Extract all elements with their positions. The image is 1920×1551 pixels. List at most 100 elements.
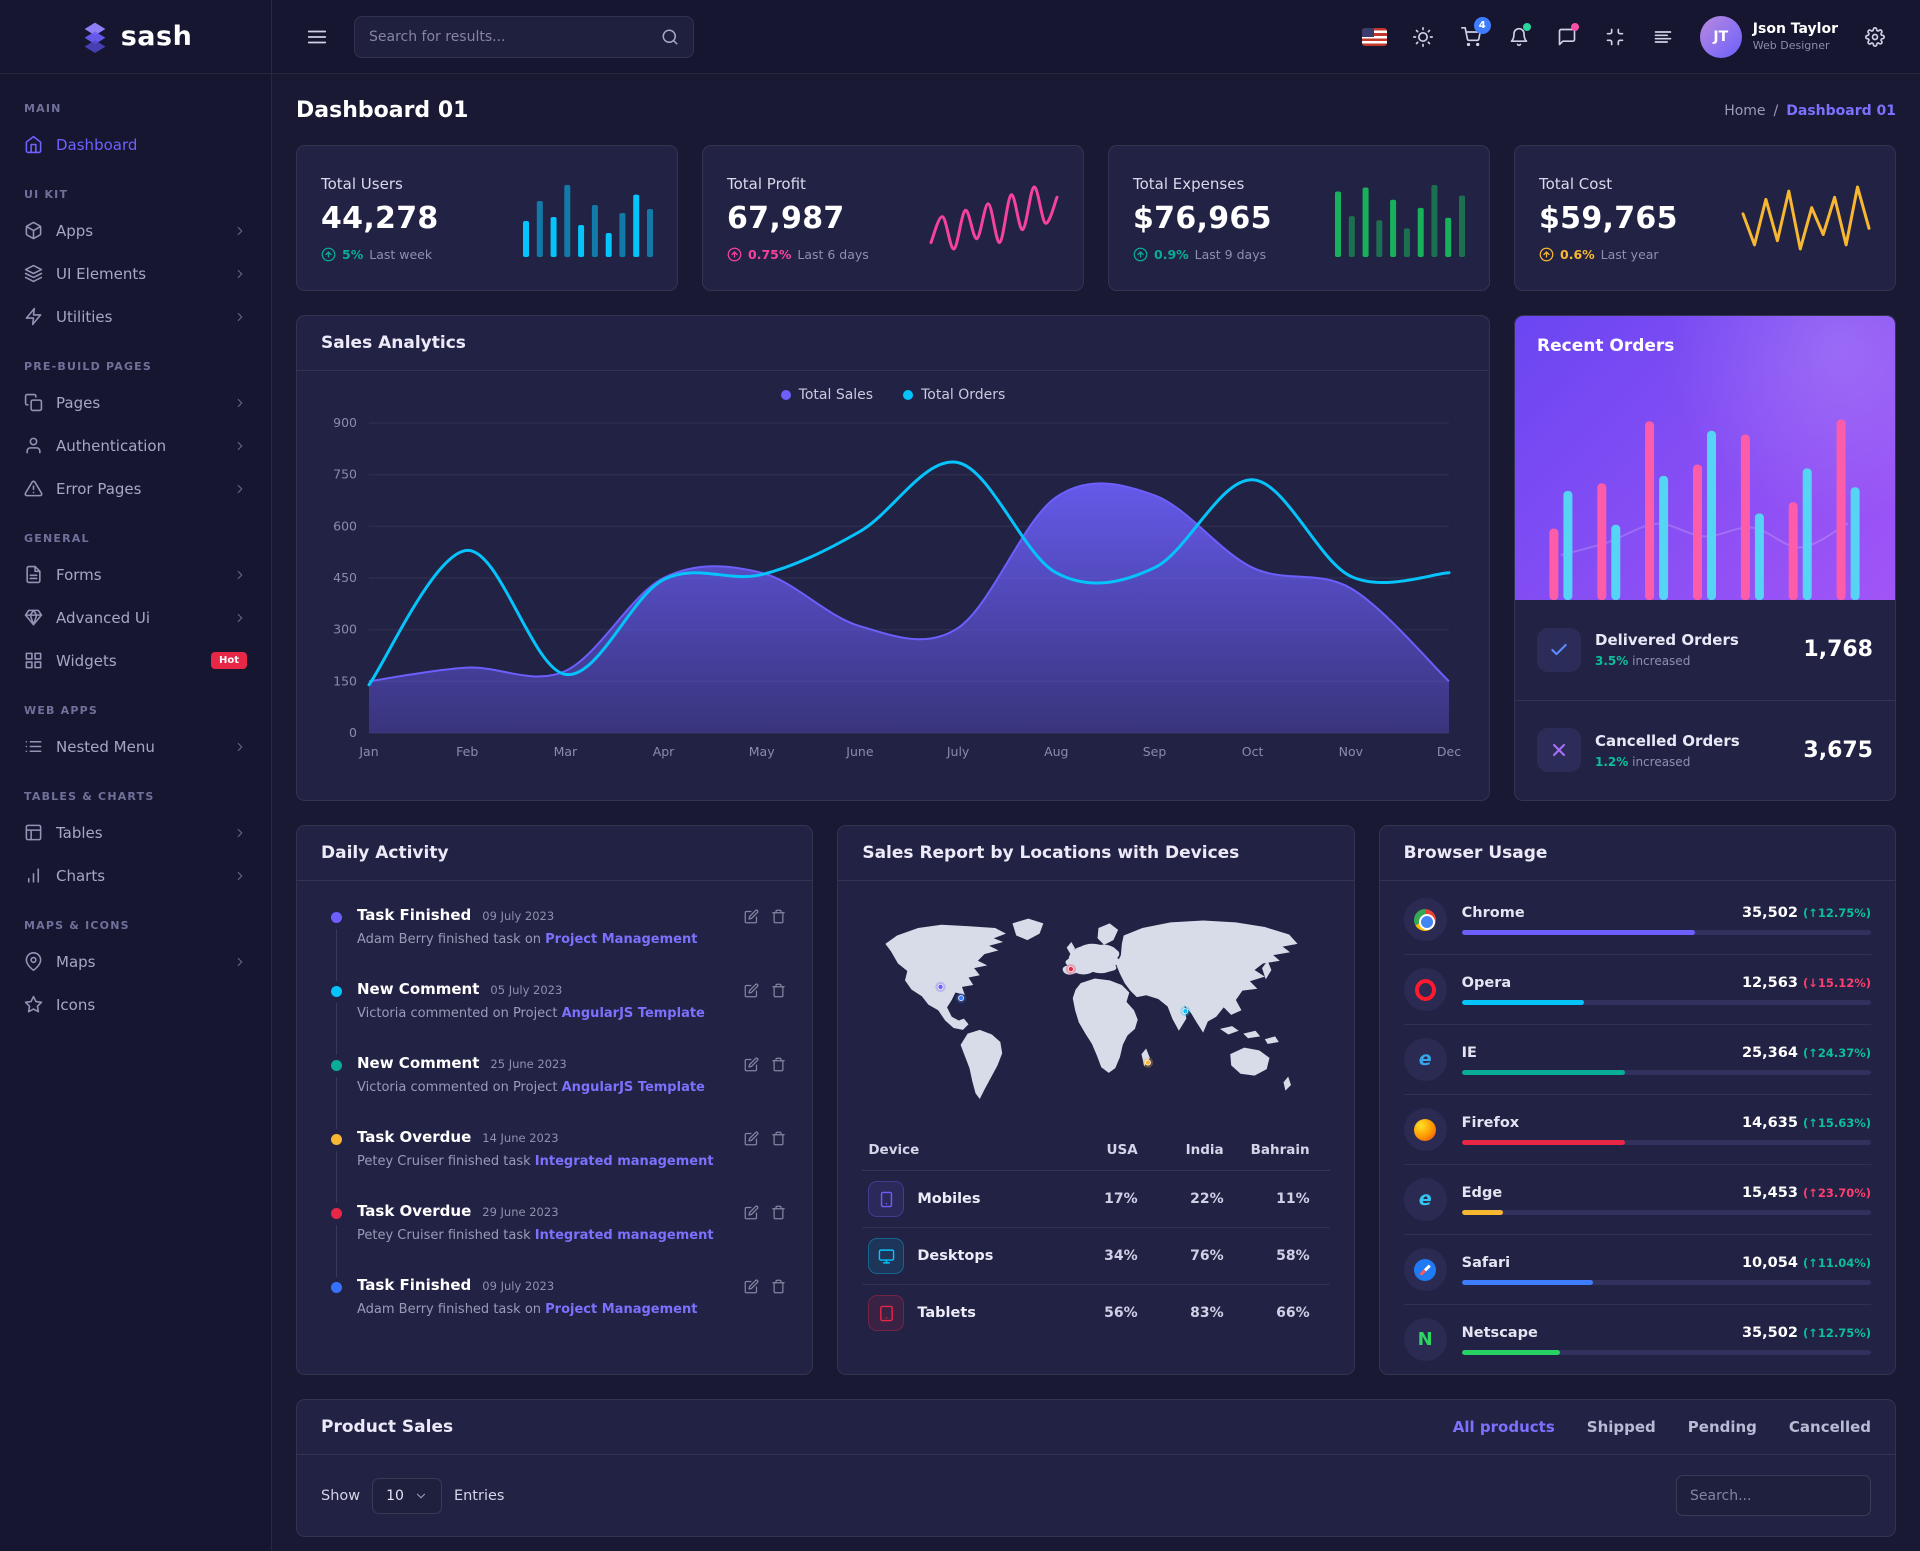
browser-row-opera: Opera 12,563 (↓15.12%): [1403, 954, 1871, 1024]
fullscreen-button[interactable]: [1594, 16, 1636, 58]
activity-link[interactable]: Project Management: [545, 932, 698, 947]
tab-pending[interactable]: Pending: [1687, 1418, 1757, 1436]
messages-button[interactable]: [1546, 16, 1588, 58]
edit-icon[interactable]: [744, 909, 759, 924]
order-value: 3,675: [1803, 737, 1873, 763]
breadcrumb-home[interactable]: Home: [1724, 102, 1766, 119]
sidebar-item-pages[interactable]: Pages: [0, 381, 271, 424]
widgets-row: Daily Activity Task Finished 09 July 2023…: [296, 825, 1896, 1375]
browser-value: 10,054: [1741, 1254, 1798, 1271]
settings-button[interactable]: [1854, 16, 1896, 58]
device-value: 58%: [1243, 1227, 1330, 1285]
svg-text:Aug: Aug: [1044, 744, 1068, 759]
sidebar-item-advanced-ui[interactable]: Advanced Ui: [0, 596, 271, 639]
theme-toggle-button[interactable]: [1402, 16, 1444, 58]
order-value: 1,768: [1803, 637, 1873, 663]
device-row-tablets: Tablets 56% 83% 66%: [862, 1285, 1329, 1342]
map-marker-usa-west: [935, 981, 946, 993]
browser-row-edge: e Edge 15,453 (↑23.70%): [1403, 1164, 1871, 1234]
chevron-right-icon: [233, 955, 247, 969]
sidebar-item-apps[interactable]: Apps: [0, 209, 271, 252]
activity-link[interactable]: AngularJS Template: [561, 1006, 705, 1021]
trash-icon[interactable]: [771, 909, 786, 924]
map-marker-usa-east: [956, 992, 967, 1004]
brand-name: sash: [120, 21, 193, 52]
page-size-select[interactable]: 10: [372, 1477, 442, 1514]
show-label: Show: [321, 1487, 361, 1504]
activity-link[interactable]: Project Management: [545, 1302, 698, 1317]
sidebar-item-dashboard[interactable]: Dashboard: [0, 123, 271, 166]
sidebar: sash MAIN Dashboard UI KIT Apps UI Elements U…: [0, 0, 272, 1551]
sidebar-item-maps[interactable]: Maps: [0, 940, 271, 983]
sidebar-item-icons[interactable]: Icons: [0, 983, 271, 1026]
tab-cancelled[interactable]: Cancelled: [1788, 1418, 1871, 1436]
hot-badge: Hot: [210, 652, 247, 669]
activity-title: New Comment: [357, 1054, 480, 1072]
trash-icon[interactable]: [771, 983, 786, 998]
table-search-input[interactable]: [1676, 1475, 1871, 1516]
brand-logo[interactable]: sash: [0, 0, 271, 74]
browser-value: 14,635: [1741, 1114, 1798, 1131]
stat-value: 67,987: [727, 200, 845, 236]
sidebar-item-charts[interactable]: Charts: [0, 854, 271, 897]
order-sub-text: increased: [1632, 654, 1691, 669]
chevron-down-icon: [414, 1489, 428, 1503]
order-sub-text: increased: [1632, 754, 1691, 769]
search-input[interactable]: [369, 28, 651, 45]
trash-icon[interactable]: [771, 1205, 786, 1220]
edit-icon[interactable]: [744, 1205, 759, 1220]
svg-text:Sep: Sep: [1143, 744, 1167, 759]
edit-icon[interactable]: [744, 983, 759, 998]
trash-icon[interactable]: [771, 1057, 786, 1072]
tab-shipped[interactable]: Shipped: [1586, 1418, 1656, 1436]
sidebar-item-authentication[interactable]: Authentication: [0, 424, 271, 467]
right-panel-button[interactable]: [1642, 16, 1684, 58]
stat-card-total-expenses: Total Expenses $76,965 0.9% Last 9 days: [1108, 145, 1490, 291]
browser-value: 12,563: [1741, 974, 1798, 991]
sidebar-item-ui-elements[interactable]: UI Elements: [0, 252, 271, 295]
sidebar-toggle-button[interactable]: [296, 16, 338, 58]
activity-link[interactable]: Integrated management: [534, 1154, 714, 1169]
svg-text:June: June: [845, 744, 874, 759]
search-icon[interactable]: [661, 28, 679, 46]
activity-link[interactable]: Integrated management: [534, 1228, 714, 1243]
sidebar-item-error-pages[interactable]: Error Pages: [0, 467, 271, 510]
stat-label: Total Users: [321, 174, 403, 193]
trash-icon[interactable]: [771, 1279, 786, 1294]
chevron-right-icon: [233, 310, 247, 324]
edit-icon[interactable]: [744, 1279, 759, 1294]
legend-total-orders: Total Orders: [903, 387, 1005, 403]
chevron-right-icon: [233, 267, 247, 281]
sidebar-section-maps-icons: MAPS & ICONS: [24, 919, 130, 932]
sidebar-item-widgets[interactable]: Widgets Hot: [0, 639, 271, 682]
sidebar-item-utilities[interactable]: Utilities: [0, 295, 271, 338]
firefox-icon: [1414, 1118, 1437, 1141]
map-marker-europe: [1066, 963, 1077, 975]
map-pin-icon: [24, 952, 43, 971]
user-menu[interactable]: JT Json Taylor Web Designer: [1690, 15, 1848, 58]
browser-value: 15,453: [1741, 1184, 1798, 1201]
chevron-right-icon: [233, 482, 247, 496]
user-role: Web Designer: [1752, 38, 1830, 52]
activity-link[interactable]: AngularJS Template: [561, 1080, 705, 1095]
svg-text:Jan: Jan: [358, 744, 378, 759]
browser-row-netscape: N Netscape 35,502 (↑12.75%): [1403, 1304, 1871, 1374]
sidebar-item-label: Error Pages: [56, 479, 142, 498]
sales-analytics-chart: 0 150 300 450 600 750 900 Jan Feb Mar Apr May June Ju…: [333, 415, 1461, 759]
sidebar-item-forms[interactable]: Forms: [0, 553, 271, 596]
cart-button[interactable]: 4: [1450, 16, 1492, 58]
device-table-header: Device: [862, 1130, 1072, 1171]
browser-usage-title: Browser Usage: [1403, 843, 1548, 863]
notifications-button[interactable]: [1498, 16, 1540, 58]
trash-icon[interactable]: [771, 1131, 786, 1146]
sidebar-item-tables[interactable]: Tables: [0, 811, 271, 854]
tab-all-products[interactable]: All products: [1452, 1418, 1555, 1436]
language-flag-button[interactable]: [1354, 16, 1396, 58]
user-icon: [24, 436, 43, 455]
grid-icon: [24, 651, 43, 670]
edit-icon[interactable]: [744, 1131, 759, 1146]
edit-icon[interactable]: [744, 1057, 759, 1072]
sidebar-item-nested-menu[interactable]: Nested Menu: [0, 725, 271, 768]
svg-text:150: 150: [333, 673, 357, 688]
sidebar-item-label: Forms: [56, 565, 102, 584]
